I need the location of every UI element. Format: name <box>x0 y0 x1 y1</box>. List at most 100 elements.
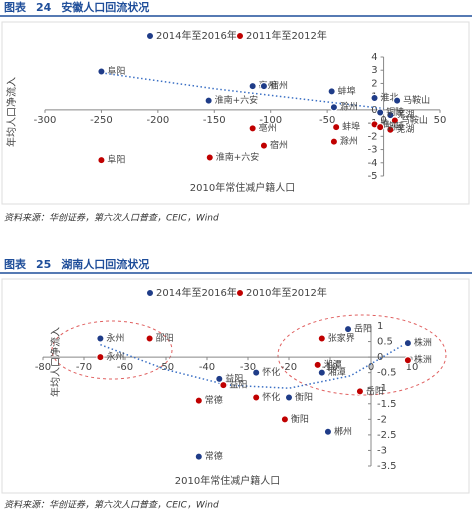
point-label: 马鞍山 <box>401 114 428 126</box>
point-label: 淮南+六安 <box>215 94 259 106</box>
y-tick-label: -2 <box>377 414 387 425</box>
y-tick-label: 0 <box>371 105 377 116</box>
x-tick-label: -100 <box>259 115 282 126</box>
data-point <box>204 96 213 105</box>
point-label: 阜阳 <box>107 65 125 77</box>
point-label: 阜阳 <box>107 154 125 166</box>
y-tick-label: -3 <box>368 145 378 156</box>
y-tick-label: 4 <box>371 52 377 63</box>
figure-label: 图表 <box>4 0 27 14</box>
x-tick-label: -150 <box>203 115 226 126</box>
point-label: 铜陵 <box>386 121 404 133</box>
data-point <box>313 360 322 369</box>
data-point <box>370 93 379 102</box>
x-tick-label: -10 <box>322 362 338 373</box>
point-label: 滁州 <box>340 136 358 147</box>
y-tick-label: -3 <box>377 445 387 456</box>
point-label: 宿州 <box>270 139 288 151</box>
x-tick-label: -80 <box>35 362 51 373</box>
data-point <box>390 116 399 125</box>
data-point <box>329 137 338 146</box>
chart-frame <box>1 21 470 205</box>
data-point <box>317 368 326 377</box>
data-point <box>323 427 332 436</box>
data-point <box>215 374 224 383</box>
data-point <box>376 108 385 117</box>
point-label: 常德 <box>205 450 223 462</box>
point-label: 湘潭 <box>324 358 342 370</box>
data-point <box>355 387 364 396</box>
point-label: 益阳 <box>225 372 243 384</box>
y-tick-label: 1 <box>377 321 383 332</box>
point-label: 衡阳 <box>295 391 313 403</box>
highlight-oval <box>277 314 447 396</box>
point-label: 芜湖 <box>396 109 414 121</box>
point-label: 滁州 <box>340 102 358 113</box>
point-label: 常德 <box>205 394 223 406</box>
data-point <box>280 415 289 424</box>
point-label: 马鞍山 <box>403 94 430 106</box>
data-point <box>386 111 395 120</box>
figure-header: 图表 25 湖南人口回流状况 <box>4 257 149 271</box>
x-tick-label: -300 <box>34 115 57 126</box>
point-label: 芜湖 <box>396 123 414 135</box>
data-point <box>145 334 154 343</box>
legend-label: 2011年至2012年 <box>246 29 327 42</box>
x-axis-title: 2010年常住减户籍人口 <box>175 474 280 487</box>
point-label: 怀化 <box>262 366 280 378</box>
x-tick-label: -50 <box>319 115 335 126</box>
point-label: 邵阳 <box>156 333 174 344</box>
x-tick-label: -200 <box>147 115 170 126</box>
y-tick-label: -1 <box>377 383 387 394</box>
x-tick-label: -60 <box>117 362 133 373</box>
data-point <box>393 96 402 105</box>
data-point <box>344 325 353 334</box>
x-tick-label: 10 <box>406 362 419 373</box>
legend-label: 2010年至2012年 <box>246 286 327 299</box>
x-tick-label: -40 <box>199 362 215 373</box>
trendline <box>101 72 384 110</box>
point-label: 淮北 <box>381 119 399 130</box>
point-label: 淮南+六安 <box>216 151 260 163</box>
data-point <box>317 334 326 343</box>
chart-frame <box>1 278 470 494</box>
legend-label: 2014年至2016年 <box>156 286 237 299</box>
data-point <box>259 82 268 91</box>
data-point <box>386 125 395 134</box>
data-point <box>403 356 412 365</box>
data-point <box>332 123 341 132</box>
data-point <box>97 67 106 76</box>
legend-swatch <box>236 289 244 297</box>
y-axis-title: 年均人口净流入 <box>49 327 62 397</box>
data-point <box>329 103 338 112</box>
point-label: 张家界 <box>328 332 355 344</box>
data-point <box>194 452 203 461</box>
point-label: 永州 <box>106 332 124 344</box>
point-label: 蚌埠 <box>338 85 356 97</box>
point-label: 永州 <box>106 351 124 363</box>
y-tick-label: -1.5 <box>377 399 397 410</box>
point-label: 怀化 <box>262 391 280 403</box>
y-tick-label: -2.5 <box>377 430 397 441</box>
y-tick-label: -5 <box>368 171 378 182</box>
point-label: 淮北 <box>381 92 399 103</box>
y-tick-label: 2 <box>371 78 377 89</box>
x-tick-label: -50 <box>158 362 174 373</box>
y-axis-title: 年均人口净流入 <box>5 77 18 147</box>
x-tick-label: 0 <box>380 115 386 126</box>
point-label: 蚌埠 <box>342 121 360 133</box>
x-tick-label: -20 <box>281 362 297 373</box>
data-point <box>194 396 203 405</box>
point-label: 岳阳 <box>366 385 384 397</box>
data-point <box>327 87 336 96</box>
y-tick-label: -3.5 <box>377 461 397 472</box>
x-tick-label: -30 <box>240 362 256 373</box>
data-point <box>97 156 106 165</box>
data-point <box>252 393 261 402</box>
figure-label: 图表 <box>4 257 27 271</box>
legend-label: 2014年至2016年 <box>156 29 237 42</box>
data-point <box>205 153 214 162</box>
data-point <box>259 141 268 150</box>
point-label: 岳阳 <box>354 323 372 335</box>
